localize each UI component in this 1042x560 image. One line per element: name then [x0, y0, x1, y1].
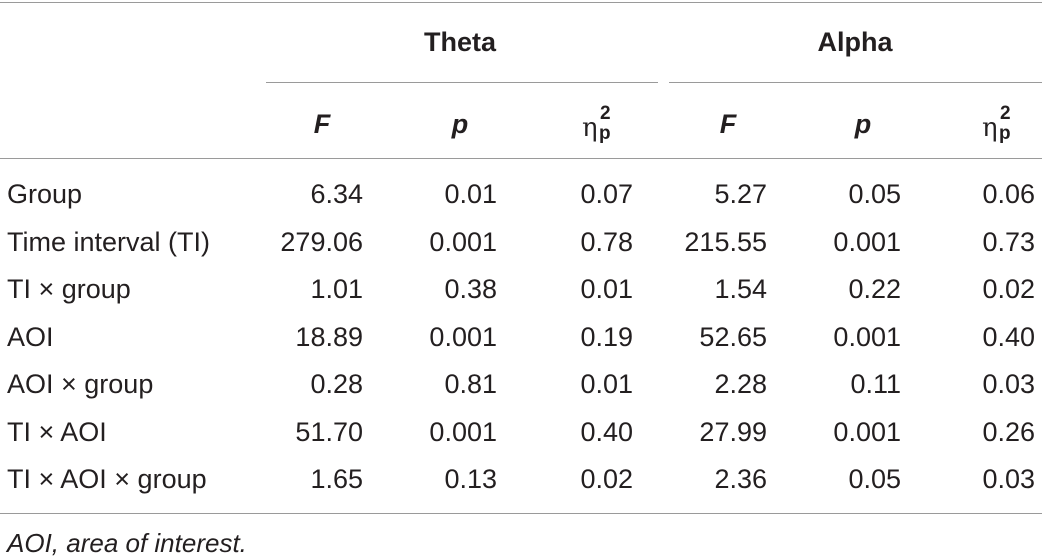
cell-theta-p: 0.01 [444, 179, 497, 209]
row-label: AOI [7, 322, 54, 352]
cell-alpha-p: 0.001 [833, 417, 901, 447]
col-header-alpha-p: p [854, 109, 872, 139]
col-header-theta-p: p [451, 109, 469, 139]
cell-alpha-p: 0.001 [833, 227, 901, 257]
cell-alpha-eta: 0.03 [982, 369, 1035, 399]
cell-alpha-p: 0.22 [848, 274, 901, 304]
table-bottom-rule [0, 513, 1042, 514]
cell-alpha-f: 1.54 [714, 274, 767, 304]
cell-alpha-eta: 0.03 [982, 464, 1035, 494]
col-header-theta-f: F [313, 109, 331, 139]
cell-alpha-f: 5.27 [714, 179, 767, 209]
cell-alpha-f: 52.65 [699, 322, 767, 352]
col-header-alpha-f: F [719, 109, 737, 139]
cell-theta-eta: 0.40 [580, 417, 633, 447]
cell-theta-p: 0.001 [429, 322, 497, 352]
cell-alpha-p: 0.05 [848, 179, 901, 209]
col-header-alpha-eta: η 2 p [970, 103, 1030, 151]
cell-alpha-eta: 0.26 [982, 417, 1035, 447]
cell-theta-f: 279.06 [280, 227, 363, 257]
cell-alpha-p: 0.11 [850, 369, 901, 399]
cell-theta-eta: 0.19 [580, 322, 633, 352]
eta-subscript: p [999, 123, 1011, 144]
cell-theta-p: 0.81 [444, 369, 497, 399]
table-footnote: AOI, area of interest. [7, 528, 247, 558]
cell-theta-p: 0.001 [429, 227, 497, 257]
cell-theta-f: 51.70 [295, 417, 363, 447]
cell-theta-f: 18.89 [295, 322, 363, 352]
cell-theta-p: 0.001 [429, 417, 497, 447]
cell-alpha-p: 0.05 [848, 464, 901, 494]
cell-alpha-p: 0.001 [833, 322, 901, 352]
eta-symbol: η [582, 113, 598, 143]
table-top-rule [0, 2, 1042, 3]
col-header-theta-eta: η 2 p [570, 103, 630, 151]
row-label: TI × AOI × group [7, 464, 207, 494]
eta-symbol: η [982, 113, 998, 143]
row-label: TI × AOI [7, 417, 107, 447]
cell-alpha-f: 27.99 [699, 417, 767, 447]
cell-alpha-eta: 0.73 [982, 227, 1035, 257]
row-label: Time interval (TI) [7, 227, 211, 257]
cell-theta-eta: 0.78 [580, 227, 633, 257]
cell-theta-f: 0.28 [310, 369, 363, 399]
cell-theta-eta: 0.02 [580, 464, 633, 494]
cell-alpha-f: 2.28 [714, 369, 767, 399]
group-header-alpha: Alpha [817, 27, 893, 57]
header-bottom-rule [0, 158, 1042, 159]
cell-theta-eta: 0.01 [580, 274, 633, 304]
row-label: AOI × group [7, 369, 154, 399]
cell-theta-eta: 0.07 [580, 179, 633, 209]
cell-alpha-eta: 0.06 [982, 179, 1035, 209]
eta-superscript: 2 [600, 103, 611, 124]
row-label: TI × group [7, 274, 131, 304]
cell-alpha-eta: 0.02 [982, 274, 1035, 304]
eta-superscript: 2 [1000, 103, 1011, 124]
row-label: Group [7, 179, 83, 209]
cell-alpha-eta: 0.40 [982, 322, 1035, 352]
cell-theta-p: 0.13 [444, 464, 497, 494]
theta-group-rule [266, 82, 658, 83]
cell-theta-f: 6.34 [310, 179, 363, 209]
cell-alpha-f: 2.36 [714, 464, 767, 494]
eta-subscript: p [599, 123, 611, 144]
alpha-group-rule [669, 82, 1042, 83]
cell-alpha-f: 215.55 [684, 227, 767, 257]
cell-theta-f: 1.65 [310, 464, 363, 494]
cell-theta-f: 1.01 [310, 274, 363, 304]
group-header-theta: Theta [423, 27, 496, 57]
cell-theta-p: 0.38 [444, 274, 497, 304]
cell-theta-eta: 0.01 [580, 369, 633, 399]
